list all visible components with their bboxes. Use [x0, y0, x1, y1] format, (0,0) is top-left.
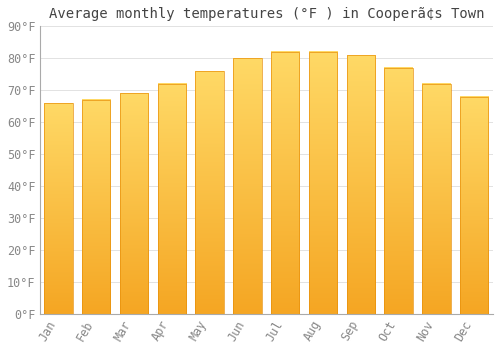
Bar: [44, 103, 72, 314]
Bar: [120, 93, 148, 314]
Bar: [158, 84, 186, 314]
Bar: [82, 100, 110, 314]
Bar: [384, 68, 413, 314]
Bar: [271, 52, 300, 314]
Bar: [460, 97, 488, 314]
Bar: [346, 55, 375, 314]
Title: Average monthly temperatures (°F ) in Cooperã¢s Town: Average monthly temperatures (°F ) in Co…: [48, 7, 484, 21]
Bar: [234, 58, 262, 314]
Bar: [196, 71, 224, 314]
Bar: [422, 84, 450, 314]
Bar: [309, 52, 337, 314]
